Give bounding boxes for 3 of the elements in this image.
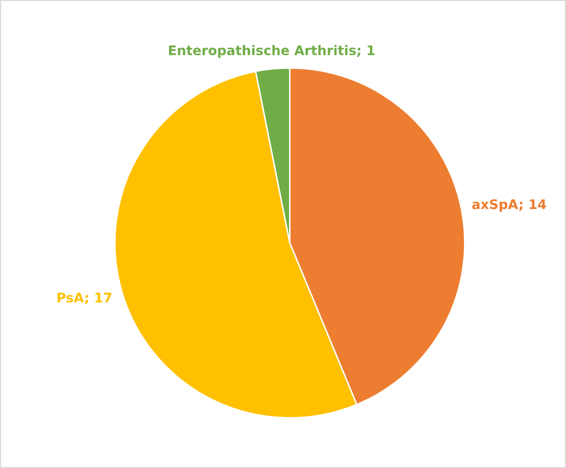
- data-label: PsA; 17: [58, 292, 112, 304]
- data-label: Enteropathische Arthritis; 1: [169, 45, 375, 58]
- data-label: axSpA; 14: [472, 199, 546, 212]
